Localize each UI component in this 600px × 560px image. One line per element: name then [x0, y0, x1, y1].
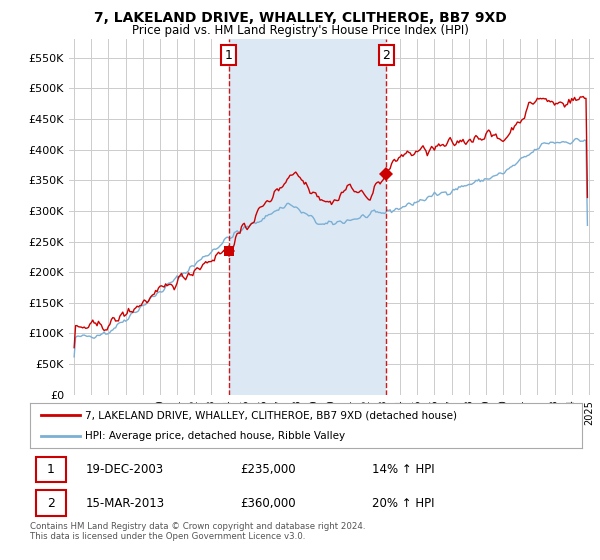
Bar — [229, 39, 386, 395]
Text: Contains HM Land Registry data © Crown copyright and database right 2024.
This d: Contains HM Land Registry data © Crown c… — [30, 522, 365, 542]
Text: 20% ↑ HPI: 20% ↑ HPI — [372, 497, 435, 510]
Text: £235,000: £235,000 — [240, 463, 295, 476]
Text: 15-MAR-2013: 15-MAR-2013 — [85, 497, 164, 510]
Text: 1: 1 — [47, 463, 55, 476]
FancyBboxPatch shape — [35, 457, 66, 482]
Text: 7, LAKELAND DRIVE, WHALLEY, CLITHEROE, BB7 9XD: 7, LAKELAND DRIVE, WHALLEY, CLITHEROE, B… — [94, 11, 506, 25]
Text: 2: 2 — [382, 49, 391, 62]
Text: HPI: Average price, detached house, Ribble Valley: HPI: Average price, detached house, Ribb… — [85, 431, 346, 441]
FancyBboxPatch shape — [35, 491, 66, 516]
Text: 1: 1 — [224, 49, 232, 62]
Text: 7, LAKELAND DRIVE, WHALLEY, CLITHEROE, BB7 9XD (detached house): 7, LAKELAND DRIVE, WHALLEY, CLITHEROE, B… — [85, 410, 457, 421]
Text: 19-DEC-2003: 19-DEC-2003 — [85, 463, 163, 476]
Text: £360,000: £360,000 — [240, 497, 295, 510]
Text: 2: 2 — [47, 497, 55, 510]
Text: 14% ↑ HPI: 14% ↑ HPI — [372, 463, 435, 476]
Text: Price paid vs. HM Land Registry's House Price Index (HPI): Price paid vs. HM Land Registry's House … — [131, 24, 469, 37]
